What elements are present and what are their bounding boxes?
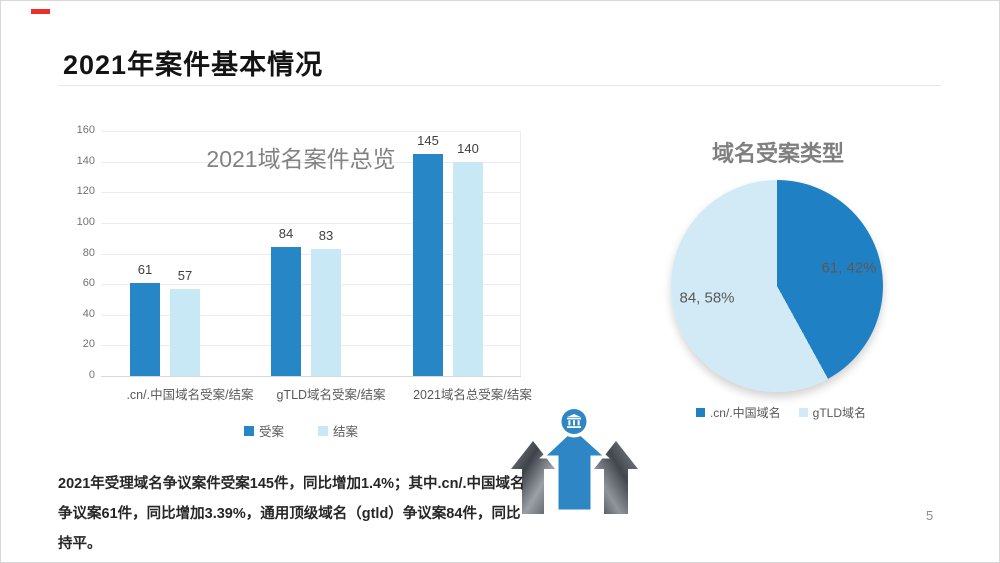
x-axis-labels: .cn/.中国域名受案/结案 gTLD域名受案/结案 2021域名总受案/结案: [101, 384, 531, 404]
pie-chart-title: 域名受案类型: [711, 141, 845, 166]
y-tick-label: 140: [76, 154, 95, 167]
bar-value-label: 145: [417, 132, 439, 148]
bar-chart: 2021域名案件总览 0 20 40 60 80 100 120 140 160 61 84 145 5…: [76, 116, 546, 451]
bar-value-label: 83: [318, 227, 334, 243]
bar-chart-title: 2021域名案件总览: [206, 146, 396, 172]
legend-label: 结案: [333, 425, 359, 439]
accent-dash: [31, 9, 50, 14]
bar-received-2: [413, 153, 443, 376]
pie-graphic: [671, 180, 883, 392]
bar-value-label: 140: [457, 140, 479, 156]
legend-item-受案: 受案: [243, 421, 284, 440]
pie-legend-label: gTLD域名: [812, 406, 867, 420]
legend-label: 受案: [258, 425, 284, 439]
bar-value-label: 84: [278, 226, 294, 242]
bar-plot: 0 20 40 60 80 100 120 140 160 61 84 145 57 83 140: [77, 124, 521, 381]
bar-value-label: 61: [137, 261, 153, 277]
pie-legend: .cn/.中国域名 gTLD域名: [651, 404, 911, 421]
gridline-140: [101, 161, 521, 163]
y-tick-label: 60: [82, 277, 95, 290]
title-divider: [58, 85, 941, 86]
y-tick-label: 20: [82, 338, 95, 351]
legend-item-结案: 结案: [318, 421, 358, 440]
bar-closed-2: [453, 161, 483, 376]
x-category-label: .cn/.中国域名受案/结案: [126, 388, 254, 402]
legend-swatch: [243, 425, 254, 436]
gridline-100: [101, 222, 521, 224]
bar-closed-1: [311, 248, 341, 376]
pie-legend-item: gTLD域名: [798, 404, 867, 421]
y-tick-label: 100: [76, 215, 95, 228]
y-tick-label: 160: [76, 124, 95, 136]
pie-slice-label-gtld: 84, 58%: [679, 289, 735, 307]
gridline-0: [101, 376, 521, 377]
legend-swatch: [695, 408, 705, 417]
up-arrow-right: [594, 441, 638, 514]
page-number: 5: [926, 508, 934, 523]
legend-swatch: [318, 425, 328, 436]
x-category-label: gTLD域名受案/结案: [276, 388, 386, 402]
legend-swatch: [798, 408, 808, 417]
bar-received-0: [130, 282, 160, 376]
y-tick-label: 40: [82, 307, 95, 320]
page-title: 2021年案件基本情况: [63, 50, 324, 80]
bar-legend: 受案 结案: [76, 421, 526, 440]
x-category-label: 2021域名总受案/结案: [413, 388, 532, 402]
pie-chart: 域名受案类型 61, 42% 84, 58% .cn/.中国域名 gTLD域名: [651, 131, 911, 431]
bar-closed-0: [170, 288, 200, 376]
gridline-160: [101, 131, 521, 132]
pie-legend-label: .cn/.中国域名: [709, 406, 781, 420]
y-tick-label: 0: [88, 369, 95, 381]
y-tick-label: 120: [76, 185, 95, 198]
bar-value-label: 57: [177, 267, 193, 283]
bar-received-1: [271, 247, 301, 376]
growth-arrows-graphic: [511, 405, 638, 514]
bank-building-icon: [566, 414, 582, 428]
pie-slice-label-cn: 61, 42%: [821, 259, 877, 277]
pie-legend-item: .cn/.中国域名: [695, 404, 781, 421]
gridline-120: [101, 192, 521, 194]
y-tick-label: 80: [82, 246, 95, 259]
up-arrow-left: [511, 441, 555, 514]
summary-text: 2021年受理域名争议案件受案145件，同比增加1.4%；其中.cn/.中国域名…: [58, 476, 525, 552]
up-arrow-center: [539, 425, 610, 513]
